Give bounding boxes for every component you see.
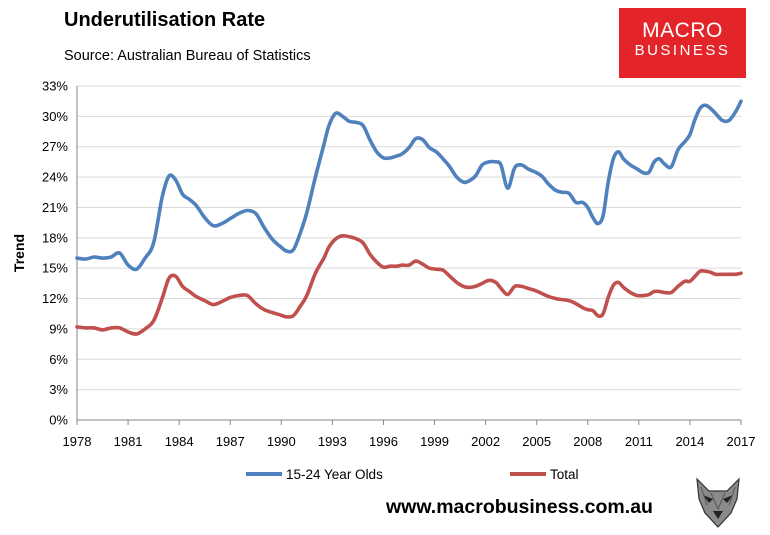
x-tick-label: 1990 bbox=[267, 434, 296, 449]
y-tick-label: 18% bbox=[42, 230, 68, 245]
y-tick-label: 12% bbox=[42, 291, 68, 306]
y-tick-label: 27% bbox=[42, 139, 68, 154]
y-tick-label: 21% bbox=[42, 200, 68, 215]
x-tick-label: 1984 bbox=[165, 434, 194, 449]
y-tick-label: 15% bbox=[42, 261, 68, 276]
y-tick-label: 33% bbox=[42, 79, 68, 94]
x-tick-label: 1978 bbox=[63, 434, 92, 449]
y-tick-label: 3% bbox=[49, 382, 68, 397]
y-tick-label: 6% bbox=[49, 352, 68, 367]
x-tick-label: 2005 bbox=[522, 434, 551, 449]
x-tick-label: 1981 bbox=[114, 434, 143, 449]
x-tick-label: 2011 bbox=[625, 434, 653, 449]
website-url: www.macrobusiness.com.au bbox=[386, 496, 653, 518]
x-tick-label: 1999 bbox=[420, 434, 449, 449]
x-tick-label: 1993 bbox=[318, 434, 347, 449]
chart-title: Underutilisation Rate bbox=[64, 9, 266, 31]
logo-line-1: MACRO bbox=[642, 19, 723, 42]
wolf-logo-icon bbox=[689, 475, 747, 529]
axes bbox=[76, 86, 742, 425]
x-tick-label: 2002 bbox=[471, 434, 500, 449]
y-axis-label: Trend bbox=[11, 234, 27, 272]
tick-labels: 0% 3% 6% 9% 12% 15% 18% 21% 24% 27% 30% 33% 1978 1981… bbox=[42, 79, 755, 450]
x-tick-label: 2008 bbox=[573, 434, 602, 449]
x-tick-label: 1996 bbox=[369, 434, 398, 449]
x-tick-label: 2014 bbox=[675, 434, 704, 449]
x-tick-label: 1987 bbox=[216, 434, 245, 449]
legend-label-youth: 15-24 Year Olds bbox=[286, 467, 383, 482]
y-tick-label: 30% bbox=[42, 109, 68, 124]
series-line-youth bbox=[75, 99, 743, 272]
gridlines bbox=[77, 85, 741, 391]
legend: 15-24 Year Olds Total bbox=[246, 467, 579, 482]
macrobusiness-logo: MACRO BUSINESS bbox=[619, 8, 746, 78]
y-tick-label: 9% bbox=[49, 321, 68, 336]
chart-subtitle: Source: Australian Bureau of Statistics bbox=[64, 48, 311, 64]
y-tick-label: 24% bbox=[42, 170, 68, 185]
x-tick-label: 2017 bbox=[727, 434, 756, 449]
series-lines bbox=[75, 99, 743, 336]
logo-line-2: BUSINESS bbox=[634, 42, 731, 59]
series-line-total bbox=[75, 233, 743, 336]
legend-label-total: Total bbox=[550, 467, 579, 482]
y-tick-label: 0% bbox=[49, 413, 68, 428]
